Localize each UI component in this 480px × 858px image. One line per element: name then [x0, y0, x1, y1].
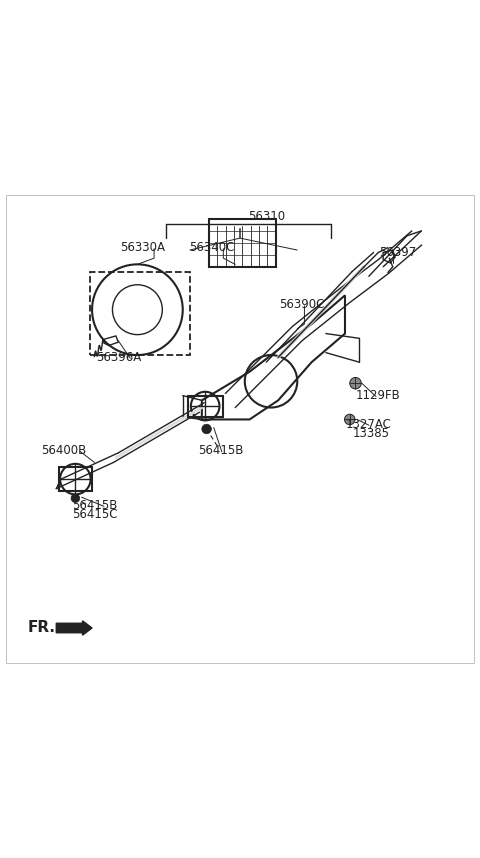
Text: 1327AC: 1327AC — [346, 418, 392, 431]
Text: 1129FB: 1129FB — [356, 389, 401, 402]
Text: 56310: 56310 — [248, 210, 285, 223]
Text: 56330A: 56330A — [120, 241, 165, 254]
Text: 56415B: 56415B — [198, 444, 243, 457]
FancyArrow shape — [56, 621, 92, 635]
Text: FR.: FR. — [28, 619, 56, 635]
Text: 56397: 56397 — [379, 246, 416, 259]
Text: 56415B: 56415B — [72, 498, 117, 512]
Circle shape — [345, 414, 355, 425]
Circle shape — [71, 494, 80, 503]
Text: 56390C: 56390C — [279, 299, 325, 311]
Text: 56415C: 56415C — [72, 509, 117, 522]
Circle shape — [202, 424, 211, 434]
Text: 56340C: 56340C — [189, 241, 234, 254]
Text: 56400B: 56400B — [41, 444, 86, 457]
Bar — [90, 271, 190, 355]
Circle shape — [350, 378, 361, 389]
Text: 56396A: 56396A — [96, 351, 141, 364]
Text: 13385: 13385 — [353, 427, 390, 440]
